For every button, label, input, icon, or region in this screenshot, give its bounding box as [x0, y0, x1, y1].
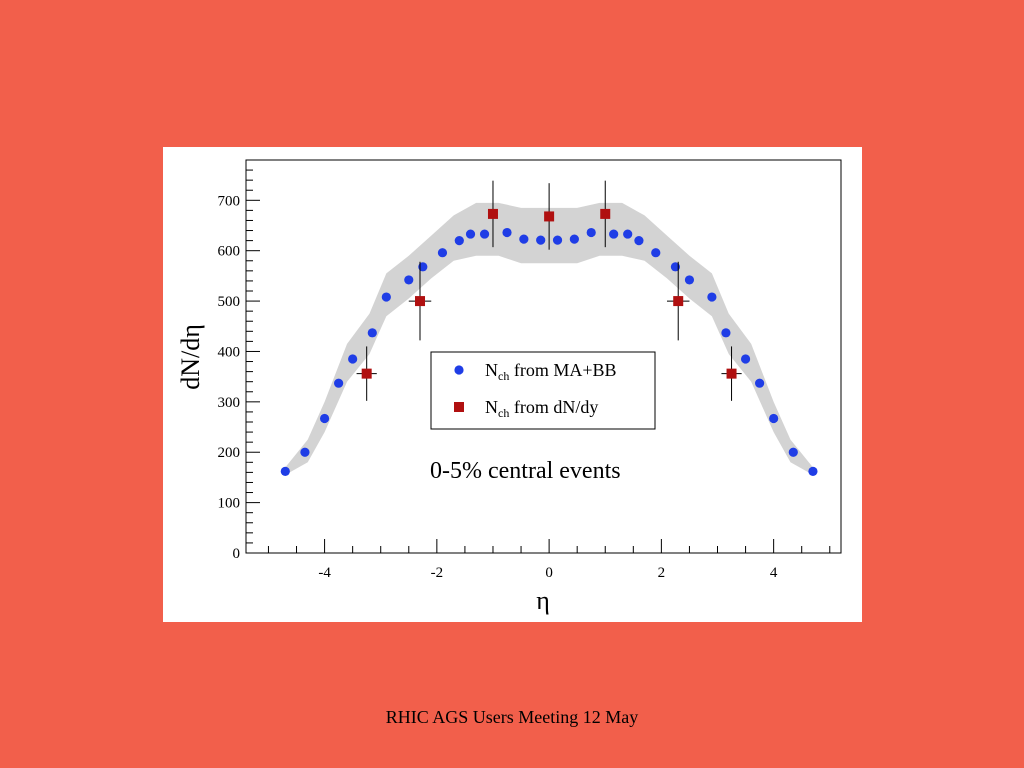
data-point-ma-bb: [609, 229, 619, 239]
data-point-ma-bb: [465, 229, 476, 239]
data-point-ma-bb: [623, 229, 633, 239]
data-point-ma-bb: [418, 262, 428, 272]
data-point-ma-bb: [319, 413, 330, 424]
y-tick-label: 0: [233, 546, 241, 562]
y-tick-label: 200: [218, 445, 241, 461]
dn-deta-chart: 0 100 200 300 400 500 600 700 -4 -2 0 2 4 0-5% centr…: [176, 159, 842, 615]
data-point-dndy: [600, 208, 611, 219]
x-tick-label: -2: [431, 565, 444, 581]
data-point-ma-bb: [684, 275, 695, 285]
data-point-ma-bb: [569, 234, 579, 244]
data-point-ma-bb: [651, 248, 661, 258]
x-tick-label: 0: [545, 565, 553, 581]
data-point-dndy: [726, 368, 737, 379]
y-tick-label: 300: [218, 395, 241, 411]
data-point-ma-bb: [586, 227, 596, 238]
data-point-ma-bb: [404, 275, 414, 285]
x-tick-label: 4: [770, 565, 778, 581]
legend-entry-label: Nch from dN/dy: [485, 397, 598, 420]
x-axis-label: η: [536, 586, 550, 615]
y-tick-label: 600: [218, 244, 241, 260]
data-point-ma-bb: [502, 227, 512, 238]
data-point-ma-bb: [479, 229, 490, 239]
data-point-dndy: [361, 368, 372, 379]
x-tick-label: 2: [658, 565, 666, 581]
data-point-ma-bb: [280, 466, 290, 476]
y-tick-label: 700: [218, 193, 241, 209]
data-point-ma-bb: [454, 236, 464, 246]
data-point-ma-bb: [536, 235, 546, 245]
data-point-ma-bb: [670, 262, 681, 272]
chart-annotation: 0-5% central events: [430, 458, 621, 484]
data-point-ma-bb: [721, 328, 731, 338]
data-point-dndy: [544, 211, 555, 222]
plot-frame: [245, 159, 842, 554]
legend-box: [430, 351, 656, 430]
data-point-ma-bb: [788, 447, 798, 457]
legend-marker-square: [454, 402, 464, 412]
y-tick-label: 500: [218, 294, 241, 310]
y-axis-label: dN/dη: [176, 324, 205, 390]
legend-marker-circle: [454, 365, 464, 375]
data-point-ma-bb: [367, 328, 377, 338]
legend: Nch from MA+BB Nch from dN/dy: [430, 351, 656, 430]
data-point-ma-bb: [552, 235, 563, 245]
x-tick-label: -4: [318, 565, 331, 581]
data-point-dndy: [487, 208, 498, 219]
y-tick-label: 100: [218, 496, 241, 512]
data-point-dndy: [673, 296, 684, 307]
data-point-ma-bb: [740, 354, 751, 364]
slide-footer: RHIC AGS Users Meeting 12 May: [385, 707, 639, 727]
data-point-ma-bb: [334, 378, 344, 388]
data-point-dndy: [415, 296, 426, 307]
chart-panel: 0 100 200 300 400 500 600 700 -4 -2 0 2 4 0-5% centr…: [163, 147, 862, 622]
data-point-ma-bb: [707, 292, 717, 302]
data-point-ma-bb: [437, 248, 448, 258]
data-point-ma-bb: [769, 413, 779, 424]
data-point-ma-bb: [808, 466, 818, 476]
data-point-ma-bb: [634, 236, 644, 246]
uncertainty-band: [285, 202, 813, 475]
data-point-ma-bb: [755, 378, 765, 388]
data-point-ma-bb: [519, 234, 529, 244]
data-point-ma-bb: [348, 354, 358, 364]
data-point-ma-bb: [300, 447, 310, 457]
y-tick-label: 400: [218, 344, 241, 360]
data-point-ma-bb: [381, 292, 391, 302]
legend-entry-label: Nch from MA+BB: [485, 360, 616, 383]
